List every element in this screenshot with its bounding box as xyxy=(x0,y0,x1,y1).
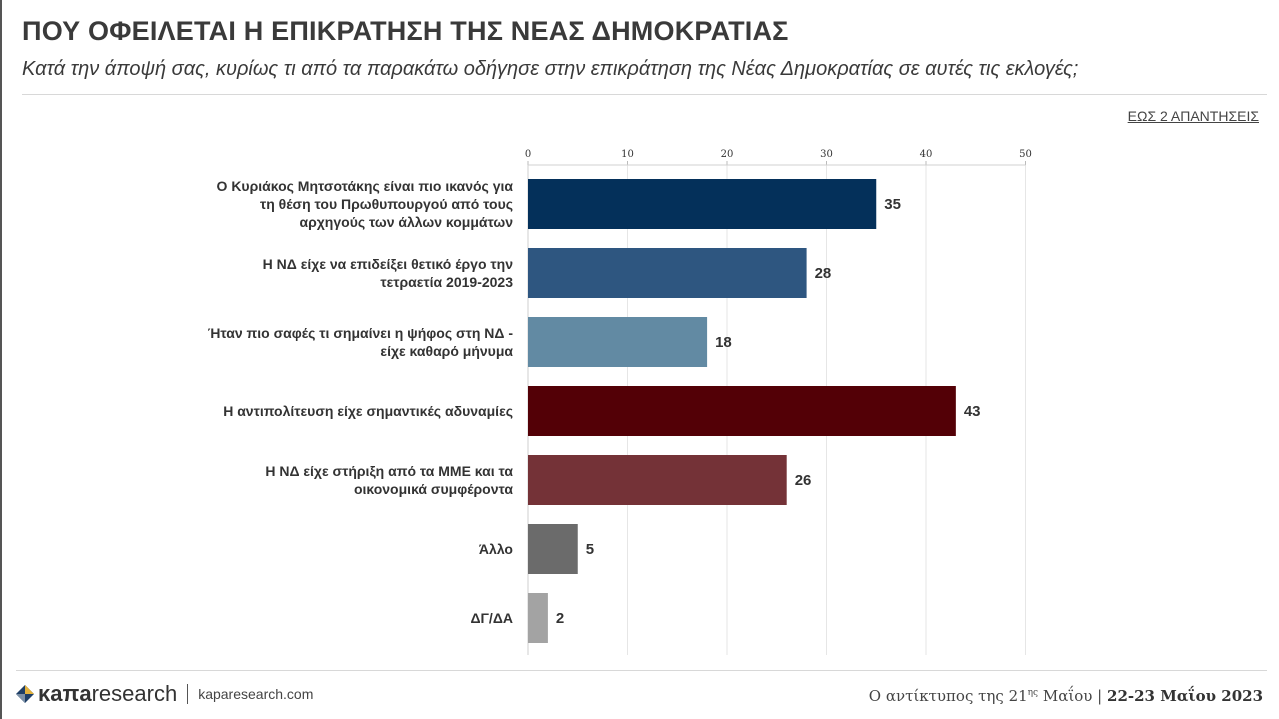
data-label-5: 26 xyxy=(795,472,812,489)
page-title: ΠΟΥ ΟΦΕΙΛΕΤΑΙ Η ΕΠΙΚΡΑΤΗΣΗ ΤΗΣ ΝΕΑΣ ΔΗΜΟ… xyxy=(22,16,789,46)
footer-divider xyxy=(16,670,1267,671)
survey-info: Ο αντίκτυπος της 21ης Μαΐου | 22-23 Μαΐο… xyxy=(869,687,1263,705)
answers-note: ΕΩΣ 2 ΑΠΑΝΤΗΣΕΙΣ xyxy=(1127,108,1259,124)
survey-name-sup: ης xyxy=(1027,688,1039,698)
left-frame-line xyxy=(0,0,2,719)
brand-name-light: research xyxy=(91,681,178,706)
category-label-3-line-2: είχε καθαρό μήνυμα xyxy=(380,343,513,359)
survey-name-prefix: Ο αντίκτυπος της 21 xyxy=(868,687,1028,705)
bar-5 xyxy=(528,455,787,505)
survey-separator: | xyxy=(1097,687,1103,705)
category-label-5-line-2: οικονομικά συμφέροντα xyxy=(354,481,513,497)
category-label-2-line-2: τετραετία 2019-2023 xyxy=(380,274,513,290)
bar-1 xyxy=(528,179,877,229)
footer-separator xyxy=(187,684,189,704)
bar-7 xyxy=(528,593,548,643)
bar-4 xyxy=(528,386,956,436)
tick-label-0: 0 xyxy=(525,149,531,160)
category-label-4-line-1: Η αντιπολίτευση είχε σημαντικές αδυναμίε… xyxy=(223,403,513,419)
data-label-4: 43 xyxy=(964,403,981,420)
category-label-3-line-1: Ήταν πιο σαφές τι σημαίνει η ψήφος στη Ν… xyxy=(208,325,514,341)
survey-dates: 22-23 Μαΐου 2023 xyxy=(1107,687,1263,705)
category-label-1-line-1: Ο Κυριάκος Μητσοτάκης είναι πιο ικανός γ… xyxy=(217,178,514,194)
tick-label-50: 50 xyxy=(1019,149,1032,160)
header-divider xyxy=(22,94,1267,95)
data-label-7: 2 xyxy=(556,610,564,627)
kapa-logo-icon xyxy=(16,685,34,703)
category-label-7-line-1: ΔΓ/ΔΑ xyxy=(470,610,513,626)
footer-website: kaparesearch.com xyxy=(198,686,314,702)
tick-label-20: 20 xyxy=(721,149,734,160)
bar-6 xyxy=(528,524,578,574)
data-label-3: 18 xyxy=(715,334,732,351)
survey-name-suffix: Μαΐου xyxy=(1038,687,1093,705)
category-label-2-line-1: Η ΝΔ είχε να επιδείξει θετικό έργο την xyxy=(263,256,514,272)
bar-3 xyxy=(528,317,708,367)
data-label-6: 5 xyxy=(586,541,594,558)
category-label-1-line-3: αρχηγούς των άλλων κομμάτων xyxy=(299,214,513,230)
tick-label-40: 40 xyxy=(920,149,933,160)
data-label-2: 28 xyxy=(815,265,832,282)
tick-label-10: 10 xyxy=(621,149,634,160)
category-label-6-line-1: Άλλο xyxy=(479,541,513,557)
category-label-5-line-1: Η ΝΔ είχε στήριξη από τα ΜΜΕ και τα xyxy=(265,463,513,479)
category-label-1-line-2: τη θέση του Πρωθυπουργού από τους xyxy=(260,196,513,212)
footer-logo: κaπa research kaparesearch.com xyxy=(16,681,313,707)
tick-label-30: 30 xyxy=(820,149,833,160)
page-subtitle: Κατά την άποψή σας, κυρίως τι από τα παρ… xyxy=(22,58,1079,80)
brand-name-bold: κaπa xyxy=(38,681,92,706)
data-label-1: 35 xyxy=(884,196,901,213)
bar-2 xyxy=(528,248,807,298)
